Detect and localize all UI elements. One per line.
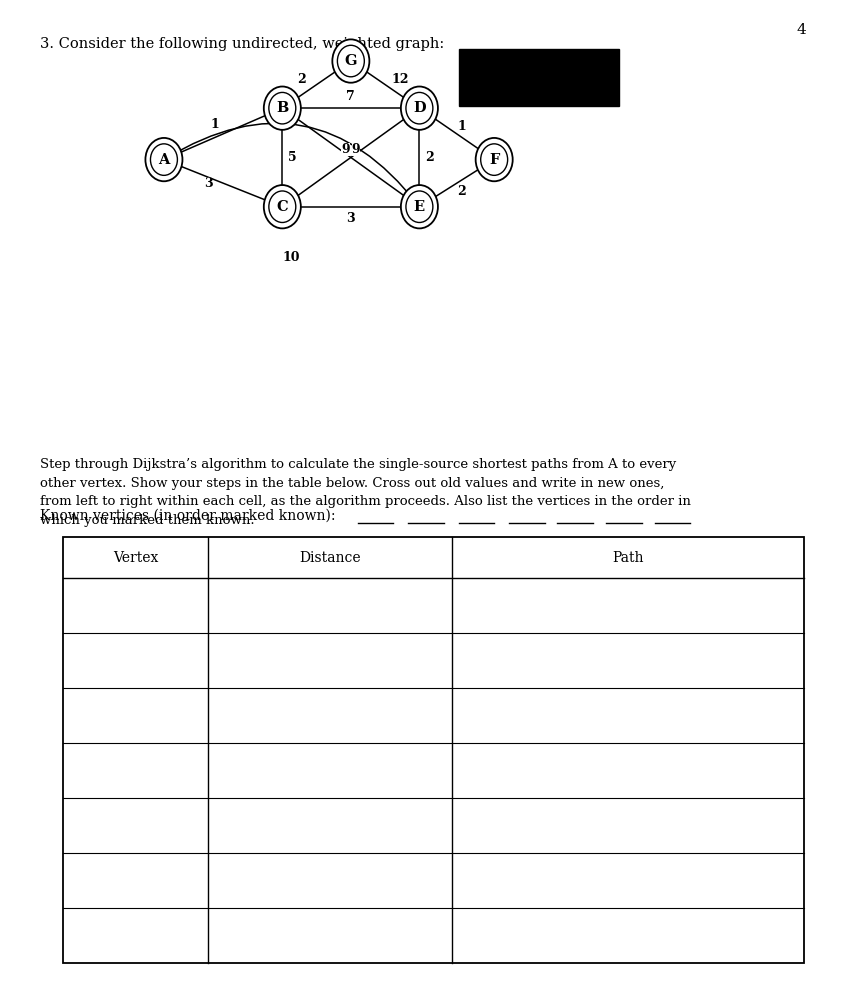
Circle shape [481,144,508,175]
Circle shape [151,144,178,175]
Bar [63,537,804,963]
Text: D: D [413,101,426,115]
Text: 4: 4 [797,23,807,36]
Text: E: E [413,200,425,214]
FancyArrowPatch shape [167,123,418,205]
Text: A: A [158,153,169,166]
Text: 3. Consider the following undirected, weighted graph:: 3. Consider the following undirected, we… [40,37,445,51]
Text: C: C [276,200,288,214]
Text: 10: 10 [283,250,301,264]
Circle shape [269,93,296,124]
Circle shape [401,185,438,229]
Text: Path: Path [612,551,644,564]
Text: 1: 1 [457,119,466,133]
Text: Known vertices (in order marked known):: Known vertices (in order marked known): [40,508,336,522]
Text: B: B [276,101,289,115]
Text: F: F [489,153,499,166]
Text: 12: 12 [392,73,409,86]
Circle shape [476,138,513,181]
Circle shape [338,45,365,77]
Text: 3: 3 [204,176,212,190]
Text: 2: 2 [457,184,466,198]
Text: 1: 1 [210,117,219,131]
Circle shape [406,191,433,223]
Circle shape [406,93,433,124]
Circle shape [264,185,301,229]
Text: 5: 5 [288,151,296,164]
Circle shape [401,87,438,130]
Circle shape [264,87,301,130]
Text: 7: 7 [347,90,355,102]
Text: 2: 2 [297,73,306,86]
Circle shape [333,39,370,83]
Text: 9: 9 [342,143,350,156]
Text: Step through Dijkstra’s algorithm to calculate the single-source shortest paths : Step through Dijkstra’s algorithm to cal… [40,458,691,527]
Circle shape [146,138,183,181]
Text: 3: 3 [347,212,355,225]
Text: 9: 9 [352,143,360,156]
Circle shape [269,191,296,223]
Text: Distance: Distance [299,551,360,564]
Text: Vertex: Vertex [113,551,158,564]
Polygon shape [459,49,619,106]
Text: G: G [344,54,357,68]
Text: 2: 2 [425,151,434,164]
